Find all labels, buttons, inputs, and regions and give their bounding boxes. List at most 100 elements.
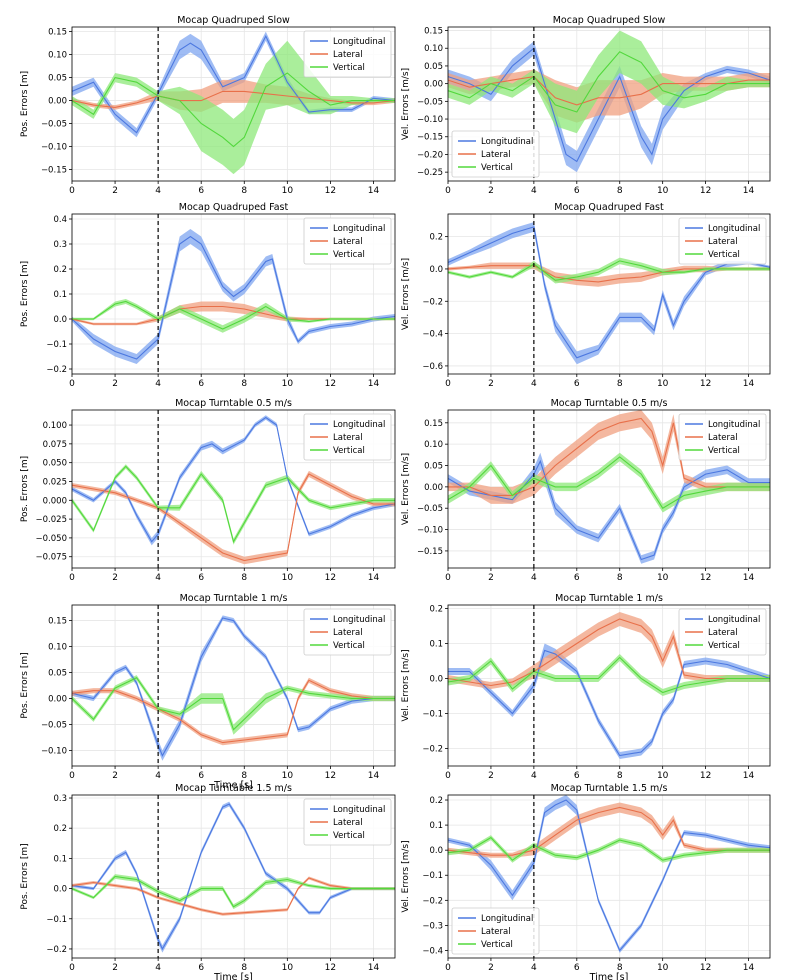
chart-title: Mocap Turntable 1 m/s [180,593,288,604]
y-tick-label: 0.15 [48,28,67,38]
y-tick-label: 0.2 [429,796,443,806]
x-tick-label: 4 [531,573,537,583]
x-tick-label: 8 [241,186,247,196]
legend: Longitudinal Lateral Vertical [303,30,392,78]
y-tick-label: 0.15 [424,27,443,37]
x-tick-label: 14 [368,186,380,196]
x-tick-label: 10 [282,186,294,196]
series-line-lateral [448,76,770,106]
x-tick-label: 6 [198,186,204,196]
legend-label-lateral: Lateral [708,237,738,247]
legend-box [303,608,392,656]
y-tick-label: −0.3 [422,921,443,931]
x-tick-label: 0 [69,771,75,781]
series-line-vertical [72,465,395,544]
y-tick-label: 0.3 [53,794,67,804]
x-tick-label: 10 [657,963,669,973]
y-tick-label: 0.00 [424,483,443,493]
x-tick-label: 12 [700,963,711,973]
series-band-longitudinal [448,643,770,759]
plot-area [448,795,770,953]
x-tick-label: 6 [574,573,580,583]
y-axis-label: Vel. Errors [m/s] [401,258,411,330]
legend-label-vertical: Vertical [481,163,513,173]
x-axis-label: Time [s] [589,972,629,980]
x-tick-label: 8 [617,963,623,973]
plot-area [448,30,770,173]
y-tick-label: −0.1 [422,710,443,720]
y-tick-label: −0.10 [417,526,443,536]
chart-panel-6: 0 2 4 6 8 10 12 14 −0.10 −0.05 0.00 0.05 0.10 0.15 Moc… [20,593,396,791]
chart-panel-2: 0 2 4 6 8 10 12 14 −0.2 −0.1 0.0 0.1 0.2 0.3 0.4 Mocap … [20,202,396,389]
y-tick-label: −0.10 [417,115,443,125]
legend: Longitudinal Lateral Vertical [303,413,392,461]
y-tick-label: 0.2 [53,824,67,834]
series-line-lateral [448,806,770,856]
y-tick-label: 0.00 [48,694,67,704]
legend-label-lateral: Lateral [708,628,738,638]
y-tick-label: 0.10 [424,440,443,450]
series-line-vertical [448,836,770,861]
y-axis-label: Pos. Errors [m] [20,71,30,137]
x-tick-label: 10 [282,379,294,389]
series-band-longitudinal [448,222,770,365]
legend-label-longitudinal: Longitudinal [333,805,385,815]
y-tick-label: −0.2 [422,896,443,906]
x-tick-label: 0 [445,771,451,781]
chart-panel-5: 0 2 4 6 8 10 12 14 −0.15 −0.10 −0.05 0.00 0.05 0.10 0.… [401,398,771,583]
y-tick-label: 0.15 [48,617,67,627]
x-tick-label: 12 [700,573,711,583]
series-line-longitudinal [448,226,770,359]
series-line-vertical [448,260,770,281]
series-band-lateral [72,79,395,112]
series-band-vertical [448,30,770,134]
series-line-lateral [72,877,395,915]
y-tick-label: 0.00 [48,97,67,107]
series-band-vertical [448,654,770,696]
legend-box [678,608,767,656]
y-tick-label: −0.20 [417,150,443,160]
y-tick-label: −0.1 [46,340,67,350]
legend-label-longitudinal: Longitudinal [333,615,385,625]
y-tick-label: −0.10 [41,746,67,756]
series-line-longitudinal [448,799,770,952]
legend-label-longitudinal: Longitudinal [333,224,385,234]
axes-frame [447,794,771,959]
y-tick-label: −0.10 [41,143,67,153]
legend-label-longitudinal: Longitudinal [333,37,385,47]
chart-title: Mocap Quadruped Slow [177,15,290,26]
series-band-longitudinal [72,615,395,761]
x-tick-label: 2 [488,771,494,781]
y-tick-label: −0.4 [422,330,443,340]
legend-label-longitudinal: Longitudinal [708,224,760,234]
series-line-longitudinal [72,34,395,134]
legend-label-vertical: Vertical [333,63,365,73]
series-line-vertical [72,676,395,731]
axes-frame [447,213,771,375]
y-tick-label: 0.15 [424,419,443,429]
y-tick-label: 0.05 [48,669,67,679]
x-tick-label: 4 [531,963,537,973]
axes-frame [447,26,771,182]
series-line-lateral [448,417,770,496]
series-line-longitudinal [448,47,770,163]
y-tick-label: −0.050 [36,534,67,544]
y-tick-label: −0.025 [36,515,67,525]
y-tick-label: −0.6 [422,362,443,372]
y-tick-label: 0.05 [48,74,67,84]
legend-box [451,907,540,955]
x-tick-label: 2 [112,573,118,583]
y-tick-label: −0.15 [417,547,443,557]
x-tick-label: 4 [531,771,537,781]
series-band-vertical [448,835,770,863]
series-band-lateral [448,612,770,689]
x-tick-label: 14 [743,186,755,196]
legend: Longitudinal Lateral Vertical [678,608,767,656]
x-tick-label: 12 [325,186,336,196]
y-tick-label: 0.10 [48,51,67,61]
x-tick-label: 0 [69,379,75,389]
x-tick-label: 8 [617,573,623,583]
y-tick-label: −0.05 [417,97,443,107]
legend-label-vertical: Vertical [708,446,740,456]
plot-area [72,415,395,565]
